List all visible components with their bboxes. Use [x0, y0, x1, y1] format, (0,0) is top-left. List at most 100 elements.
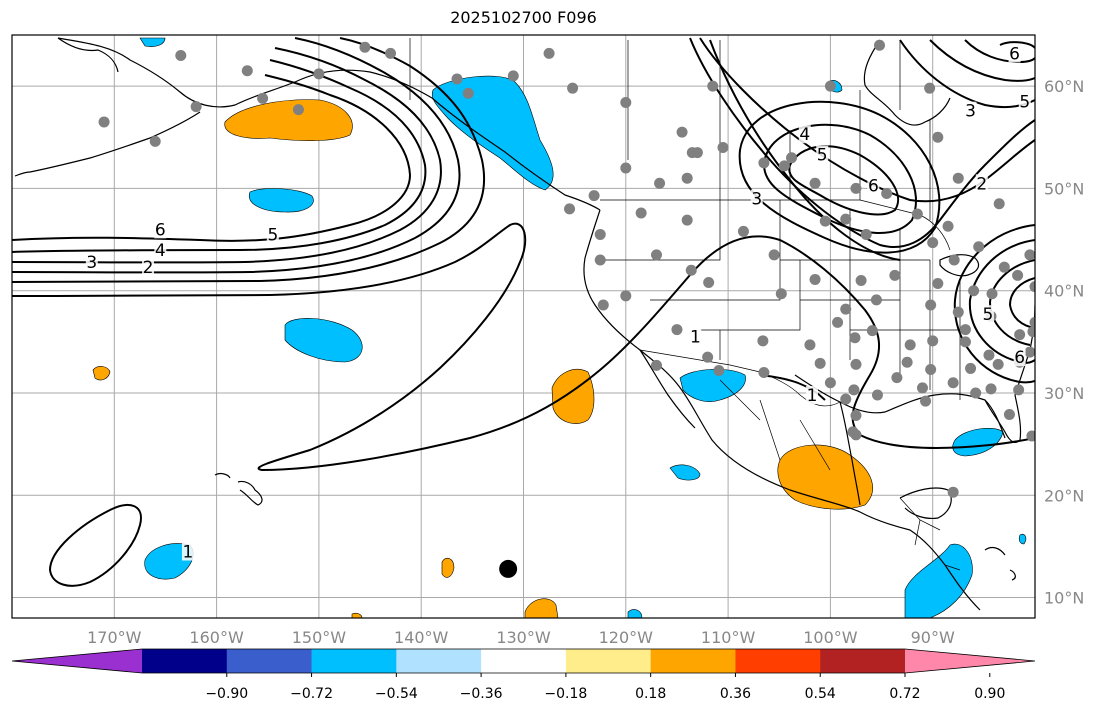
station-marker — [707, 80, 719, 92]
colorbar-tick-label: 0.36 — [720, 686, 751, 702]
station-marker — [904, 339, 916, 351]
longitude-tick-label: 160°W — [189, 628, 244, 647]
station-marker — [620, 97, 632, 109]
contour-label-bg — [750, 189, 763, 208]
contour-label-bg — [975, 174, 988, 193]
contour-label-bg — [154, 220, 167, 239]
contour-east-low-3 — [988, 259, 1035, 346]
station-marker — [809, 177, 821, 189]
colorbar-segment — [396, 649, 482, 673]
coast-aleutians — [14, 171, 31, 177]
station-marker — [840, 303, 852, 315]
latitude-tick-label: 50°N — [1044, 179, 1084, 198]
longitude-tick-label: 110°W — [701, 628, 756, 647]
contour-2-west — [12, 37, 486, 283]
station-marker — [758, 157, 770, 169]
positive-anomaly-small-b — [524, 598, 559, 618]
contour-label-bg — [1008, 44, 1021, 63]
contour-3-west — [12, 37, 461, 274]
station-marker — [737, 225, 749, 237]
station-marker — [654, 177, 666, 189]
negative-anomaly-central-america — [904, 543, 973, 618]
station-marker — [543, 47, 555, 59]
contour-label: 6 — [1009, 44, 1020, 64]
station-marker — [959, 324, 971, 336]
station-marker — [840, 393, 852, 405]
station-marker — [992, 358, 1004, 370]
negative-anomaly-baja — [679, 368, 746, 402]
colorbar-segment — [142, 649, 228, 673]
station-marker — [1029, 316, 1035, 328]
coast-bering — [57, 37, 119, 73]
station-marker — [983, 349, 995, 361]
station-marker — [359, 41, 371, 53]
station-marker — [713, 364, 725, 376]
contour-label-bg — [798, 125, 811, 144]
contour-label: 6 — [155, 220, 166, 240]
station-marker — [786, 152, 798, 164]
station-marker — [313, 68, 325, 80]
station-marker — [703, 277, 715, 289]
station-marker — [620, 162, 632, 174]
contour-label: 3 — [86, 253, 97, 273]
negative-anomaly-mexico-pacific — [669, 464, 701, 481]
latitude-tick-label: 30°N — [1044, 384, 1084, 403]
station-marker — [685, 264, 697, 276]
station-marker — [671, 324, 683, 336]
contour-6-west — [12, 74, 412, 242]
station-marker — [848, 384, 860, 396]
contour-label: 6 — [868, 176, 879, 196]
station-marker — [635, 207, 647, 219]
colorbar-tick-label: 0.18 — [635, 686, 666, 702]
station-marker — [1014, 329, 1026, 341]
contour-label: 3 — [965, 102, 976, 122]
station-marker — [986, 288, 998, 300]
positive-anomaly-east-pacific — [551, 368, 595, 424]
colorbar-tick-label: 0.54 — [805, 686, 836, 702]
station-marker — [757, 335, 769, 347]
station-marker — [385, 47, 397, 59]
contour-north-east-2 — [929, 39, 1035, 82]
station-marker — [924, 82, 936, 94]
negative-anomaly-aleutian-tip — [139, 37, 166, 47]
contour-label-bg — [154, 240, 167, 259]
station-marker — [948, 254, 960, 266]
coastlines — [14, 37, 1035, 611]
contour-ne-high — [999, 41, 1035, 49]
station-marker — [850, 409, 862, 421]
colorbar-tick-label: −0.72 — [290, 686, 333, 702]
contour-label-bg — [981, 305, 994, 324]
border-us-states — [600, 200, 961, 400]
colorbar — [11, 648, 1036, 674]
station-marker — [1024, 346, 1035, 358]
coast-hawaii — [214, 472, 263, 506]
station-marker — [952, 306, 964, 318]
colorbar-tick-label: −0.18 — [544, 686, 587, 702]
contour-label-bg — [816, 145, 829, 164]
colorbar-extend-max — [905, 649, 1035, 673]
station-marker — [952, 172, 964, 184]
station-marker — [1029, 281, 1035, 293]
positive-anomaly-alaska — [224, 99, 353, 141]
contour-label: 5 — [267, 225, 278, 245]
station-marker — [850, 182, 862, 194]
contour-label-bg — [142, 258, 155, 277]
station-marker — [702, 351, 714, 363]
colorbar-tick-label: 0.90 — [974, 686, 1005, 702]
contour-label: 5 — [817, 146, 828, 166]
station-marker — [927, 335, 939, 347]
positive-anomaly-hawaii — [92, 366, 111, 381]
colorbar-tick-label: −0.54 — [375, 686, 418, 702]
colorbar-tick-labels: −0.90 −0.72 −0.54 −0.36 −0.18 0.18 0.36 0.54 0.7… — [205, 673, 1005, 702]
station-marker — [965, 362, 977, 374]
station-marker — [717, 142, 729, 154]
contour-label: 4 — [155, 241, 166, 261]
station-marker — [840, 213, 852, 225]
contour-east-low-1 — [968, 239, 1035, 364]
station-marker — [804, 339, 816, 351]
station-marker — [889, 269, 901, 281]
station-marker — [968, 285, 980, 297]
coast-baja — [639, 349, 696, 429]
station-marker — [758, 367, 770, 379]
station-marker — [241, 65, 253, 77]
